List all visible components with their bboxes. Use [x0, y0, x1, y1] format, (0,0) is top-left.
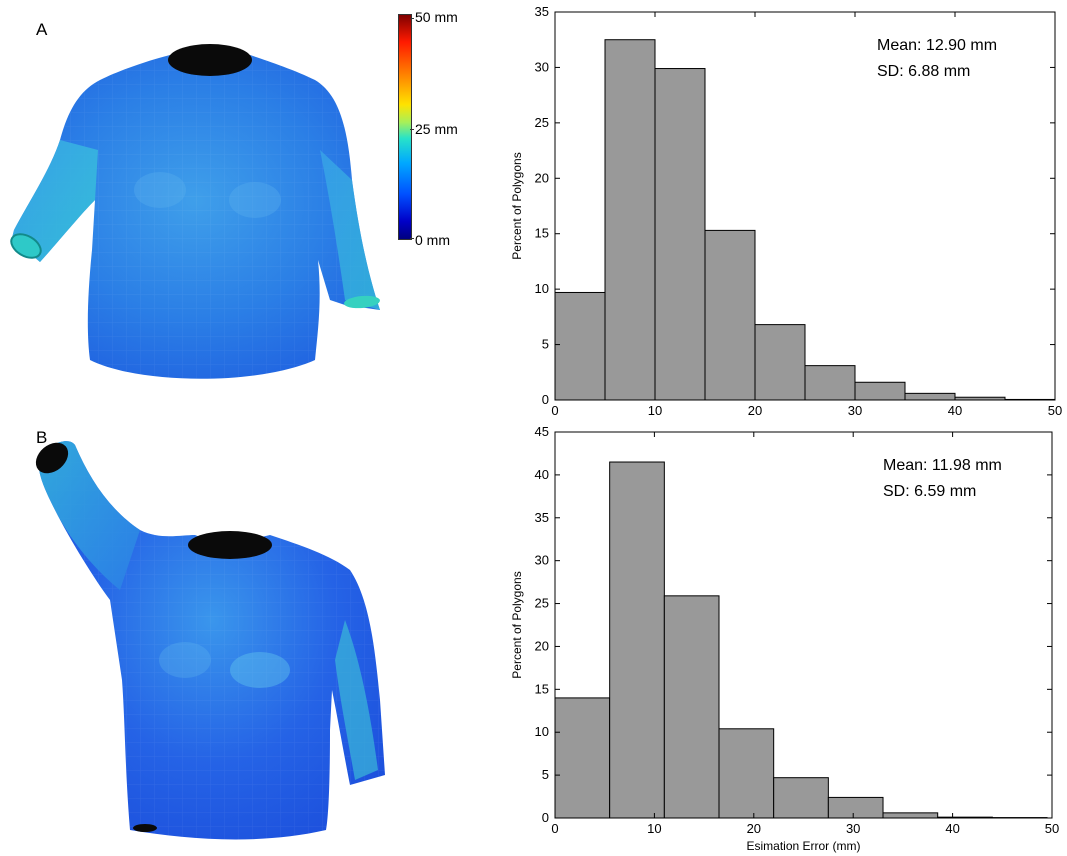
histogram-a-bar: [654, 68, 706, 401]
histogram-b-stat-annotation: SD: 6.59 mm: [883, 483, 976, 500]
histogram-a-y-tick-label: 30: [535, 59, 549, 74]
histogram-b-x-tick-label: 40: [945, 821, 959, 836]
histogram-b-bar: [718, 728, 775, 819]
histogram-a-x-tick-label: 20: [748, 403, 762, 418]
histogram-a-bar: [754, 324, 806, 401]
histogram-b-bar: [773, 777, 829, 819]
histogram-a-stat-annotation: SD: 6.88 mm: [877, 63, 970, 80]
histogram-b-y-tick-label: 45: [535, 424, 549, 439]
histogram-b-stat-annotation: Mean: 11.98 mm: [883, 457, 1002, 474]
histogram-b-bar: [554, 697, 611, 819]
panel-b-label: B: [36, 428, 48, 447]
histogram-a-y-tick-label: 5: [542, 337, 549, 352]
histogram-b-bar: [827, 796, 884, 819]
histogram-a-group: 0 10 20 30 40 50 0 5 10 15 20 25 30 35 Percent of Poly…: [510, 4, 1062, 418]
histogram-a-y-tick-label: 35: [535, 4, 549, 19]
histogram-b-bar: [609, 461, 665, 819]
histogram-b-y-axis-label: Percent of Polygons: [510, 571, 524, 678]
colorbar-max-label: 50 mm: [415, 9, 458, 25]
histogram-a-x-tick-label: 10: [648, 403, 662, 418]
histogram-b-y-tick-label: 0: [542, 810, 549, 825]
torso-a-rendering: [10, 44, 380, 379]
colorbar-tick-min: [410, 238, 414, 239]
histogram-a-y-tick-label: 0: [542, 392, 549, 407]
histogram-a-bar: [904, 392, 956, 401]
histogram-a-bar: [854, 381, 906, 401]
histogram-b-x-tick-label: 20: [747, 821, 761, 836]
histogram-b-y-tick-label: 10: [535, 724, 549, 739]
histogram-b-x-tick-label: 30: [846, 821, 860, 836]
colorbar: 50 mm 25 mm 0 mm: [398, 9, 478, 248]
histogram-b-y-tick-label: 5: [542, 767, 549, 782]
histogram-b-frame: [554, 431, 1053, 819]
histogram-a-stat-annotation: Mean: 12.90 mm: [877, 37, 997, 54]
colorbar-gradient: [398, 14, 412, 240]
histogram-b-y-tick-label: 20: [535, 638, 549, 653]
histogram-b-x-tick-label: 10: [647, 821, 661, 836]
histogram-a-bar: [554, 291, 606, 401]
histogram-b-bar: [882, 812, 939, 819]
torso-b-rendering: [35, 441, 385, 840]
histogram-b-group: 0 10 20 30 40 50 0 5 10 15 20 25 30 35 40 45 Percent of …: [510, 424, 1059, 853]
histogram-a-x-tick-label: 0: [551, 403, 558, 418]
colorbar-mid-label: 25 mm: [415, 121, 458, 137]
histogram-b-y-tick-label: 15: [535, 681, 549, 696]
torso-mesh-renderings: [10, 44, 385, 840]
colorbar-min-label: 0 mm: [415, 232, 450, 248]
histogram-a-x-tick-label: 30: [848, 403, 862, 418]
colorbar-tick-max: [410, 18, 414, 19]
histogram-a-y-tick-label: 20: [535, 170, 549, 185]
histogram-b-x-tick-label: 50: [1045, 821, 1059, 836]
histogram-b-y-tick-label: 30: [535, 553, 549, 568]
histogram-a-y-tick-label: 15: [535, 226, 549, 241]
histogram-b-bar: [663, 595, 720, 819]
histogram-b-y-tick-label: 40: [535, 467, 549, 482]
histogram-a-bar: [704, 229, 756, 401]
histogram-a-y-tick-label: 25: [535, 115, 549, 130]
colorbar-tick-mid: [410, 129, 414, 130]
histogram-a-bar: [604, 39, 656, 401]
histogram-a-y-axis-label: Percent of Polygons: [510, 152, 524, 259]
histogram-a-x-tick-label: 50: [1048, 403, 1062, 418]
histogram-a-x-tick-label: 40: [948, 403, 962, 418]
histogram-a-y-tick-label: 10: [535, 281, 549, 296]
histogram-b-y-tick-label: 35: [535, 510, 549, 525]
histogram-a-bar: [804, 365, 856, 401]
histogram-b-x-axis-label: Esimation Error (mm): [746, 839, 860, 853]
histogram-a-frame: [554, 11, 1056, 401]
histogram-b-y-tick-label: 25: [535, 596, 549, 611]
panel-a-label: A: [36, 20, 48, 39]
histogram-b-x-tick-label: 0: [551, 821, 558, 836]
